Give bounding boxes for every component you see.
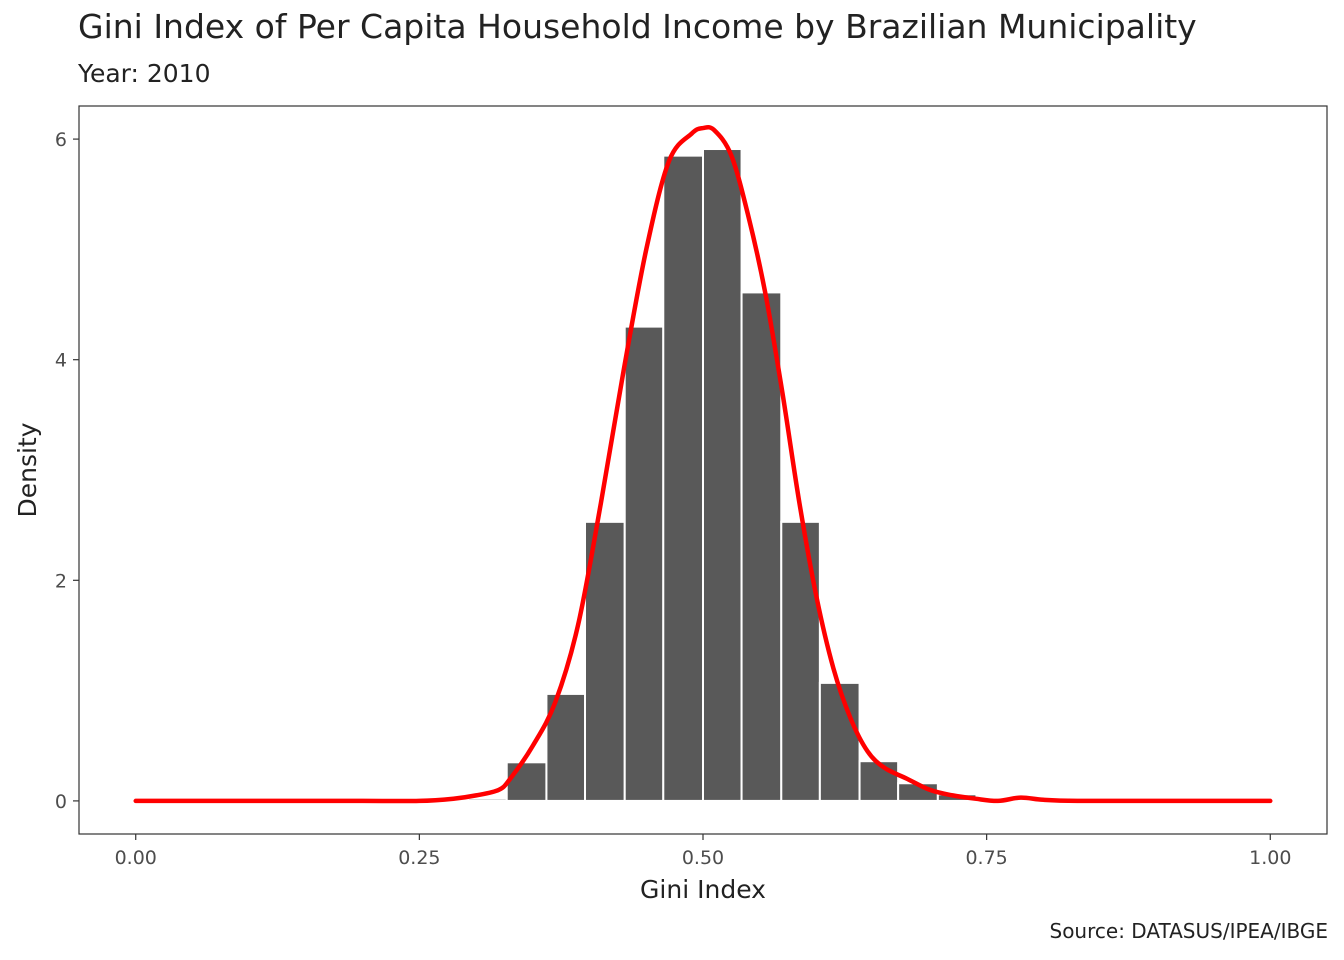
histogram-bar-9 <box>818 681 861 802</box>
source-caption: Source: DATASUS/IPEA/IBGE <box>1050 919 1329 943</box>
histogram-bar-6 <box>702 148 743 802</box>
x-tick-label: 1.00 <box>1249 847 1291 869</box>
histogram-bar-4 <box>623 325 665 802</box>
x-tick-label: 0.25 <box>398 847 440 869</box>
histogram-bar-8 <box>780 520 821 802</box>
y-tick-label: 2 <box>55 570 67 592</box>
y-axis-title: Density <box>13 422 42 517</box>
histogram-bar-7 <box>740 291 783 802</box>
histogram-bars <box>467 148 978 802</box>
histogram-bar-10 <box>858 760 900 802</box>
histogram-bar-0 <box>467 797 508 802</box>
y-tick-label: 4 <box>55 350 67 372</box>
x-tick-label: 0.50 <box>682 847 724 869</box>
x-tick-label: 0.75 <box>965 847 1007 869</box>
chart-title: Gini Index of Per Capita Household Incom… <box>78 7 1197 46</box>
chart-subtitle: Year: 2010 <box>77 59 210 88</box>
x-axis-title: Gini Index <box>640 875 766 904</box>
x-axis-ticks: 0.00 0.25 0.50 0.75 1.00 <box>115 834 1291 869</box>
y-tick-label: 0 <box>55 791 67 813</box>
histogram-bar-1 <box>505 761 548 802</box>
y-axis-ticks: 0 2 4 6 <box>55 129 79 813</box>
density-curve <box>133 124 1273 804</box>
histogram-bar-5 <box>662 154 704 802</box>
y-tick-label: 6 <box>55 129 67 151</box>
x-tick-label: 0.00 <box>115 847 157 869</box>
